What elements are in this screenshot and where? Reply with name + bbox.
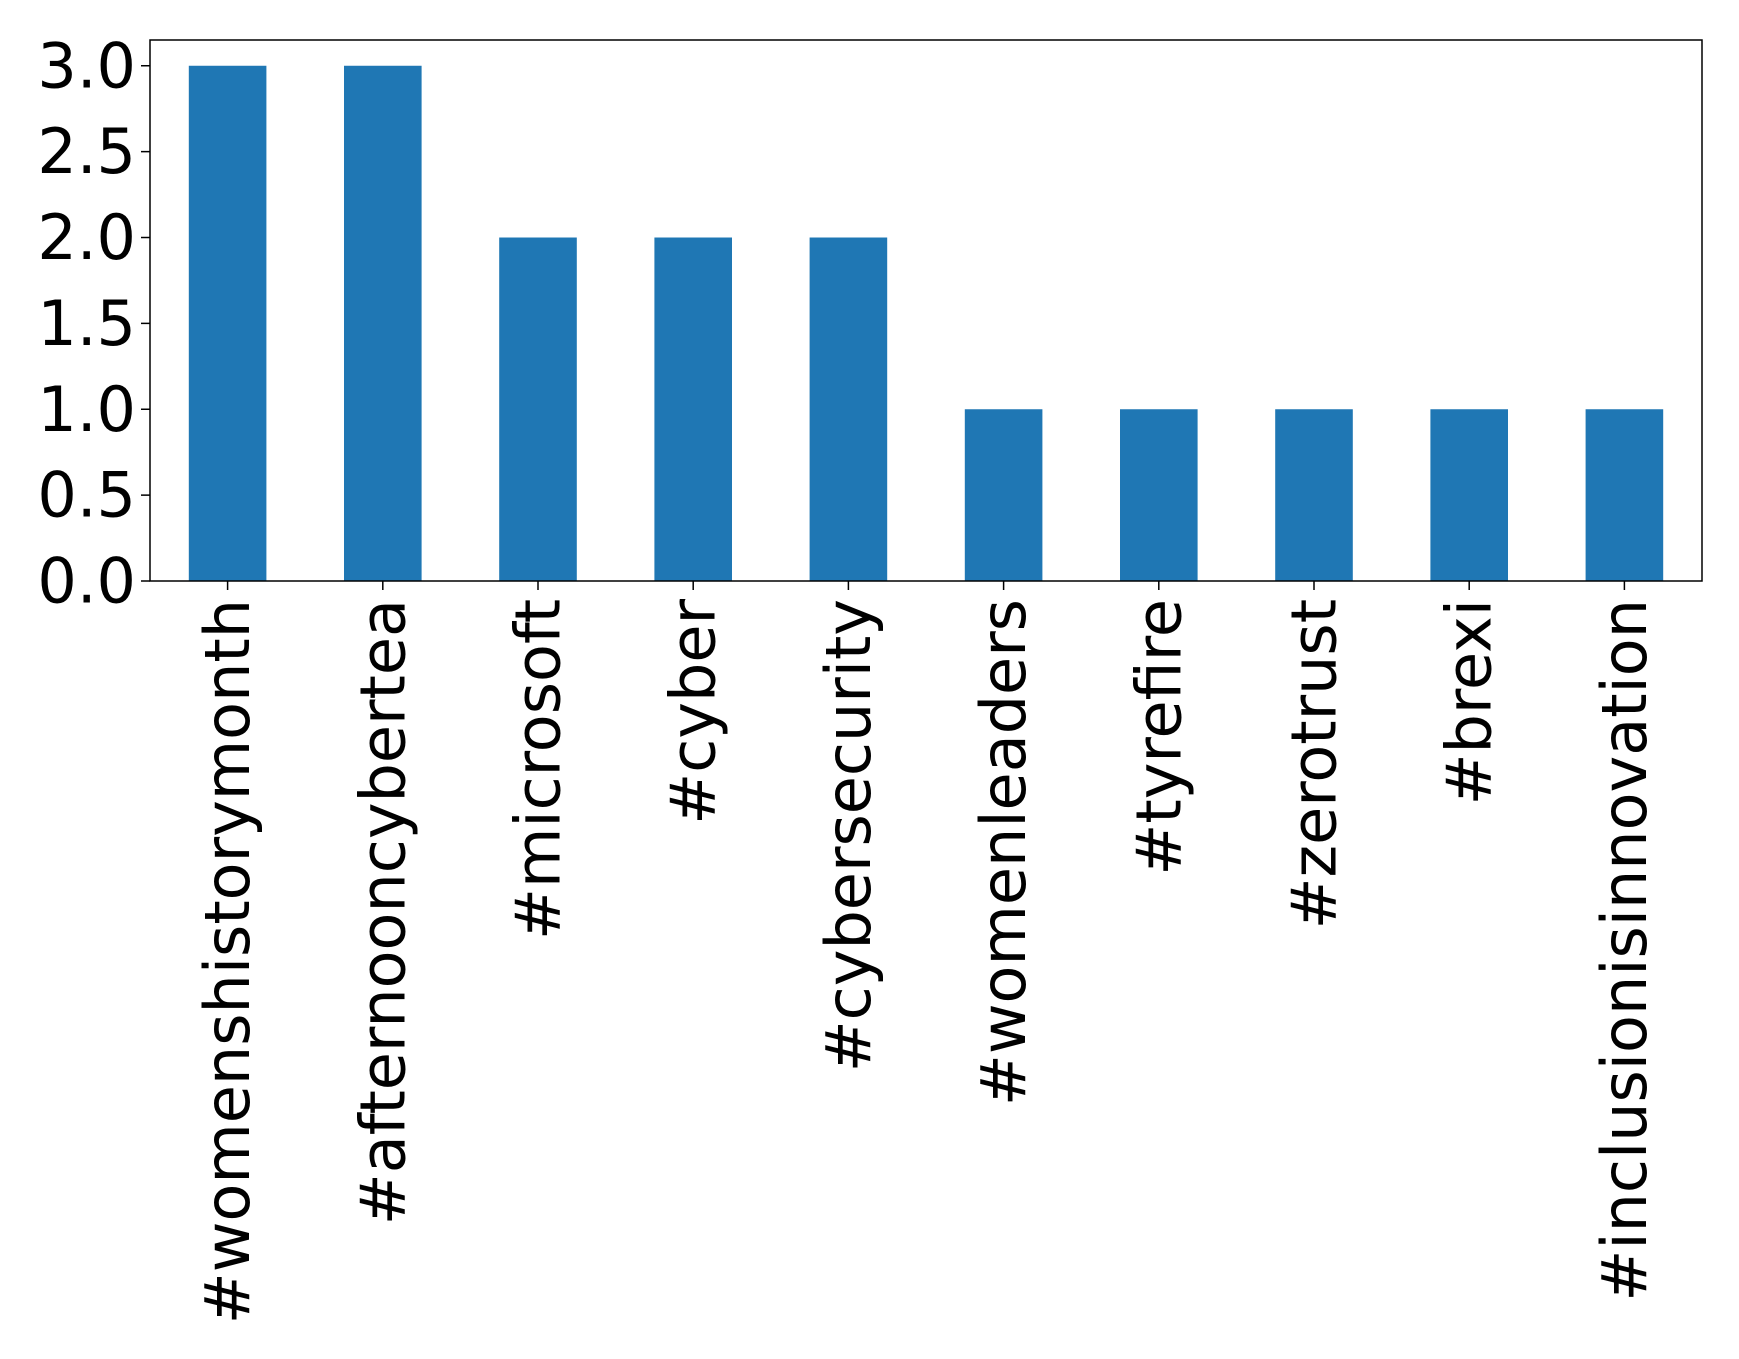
bar-microsoft [499, 237, 577, 581]
x-tick-label: #afternooncybertea [346, 599, 419, 1225]
bar-inclusionisinnovation [1585, 409, 1664, 581]
bar-zerotrust [1275, 409, 1353, 581]
axes-frame [149, 39, 1703, 582]
bar-tyrefire [1120, 409, 1198, 581]
x-tick-label: #tyrefire [1122, 599, 1195, 876]
y-axis: 0.0 0.5 1.0 1.5 2.0 2.5 3.0 [37, 29, 150, 618]
x-tick-label: #cyber [657, 598, 730, 824]
x-tick-label: #cybersecurity [812, 599, 885, 1072]
x-axis: #womenshistorymonth #afternooncybertea #mi… [191, 581, 1661, 1324]
y-tick-label: 3.0 [37, 29, 136, 102]
x-tick-label: #womenshistorymonth [191, 599, 264, 1324]
bar-womenshistorymonth [188, 65, 267, 581]
y-tick-label: 1.0 [37, 373, 136, 446]
y-tick-label: 1.5 [37, 287, 136, 360]
x-tick-label: #inclusionisinnovation [1588, 599, 1661, 1302]
bar-womenleaders [964, 409, 1043, 581]
bars-layer [188, 65, 1664, 581]
bar-brexi [1430, 409, 1508, 581]
bar-cybersecurity [809, 237, 888, 581]
y-tick-label: 2.0 [37, 201, 136, 274]
y-tick-label: 0.5 [37, 459, 136, 532]
y-tick-label: 2.5 [37, 115, 136, 188]
bar-afternooncybertea [344, 65, 422, 581]
x-tick-label: #microsoft [502, 599, 575, 940]
x-tick-label: #zerotrust [1278, 599, 1351, 929]
bar-cyber [654, 237, 732, 581]
x-tick-label: #womenleaders [967, 599, 1040, 1106]
x-tick-label: #brexi [1433, 599, 1506, 805]
y-tick-label: 0.0 [37, 545, 136, 618]
